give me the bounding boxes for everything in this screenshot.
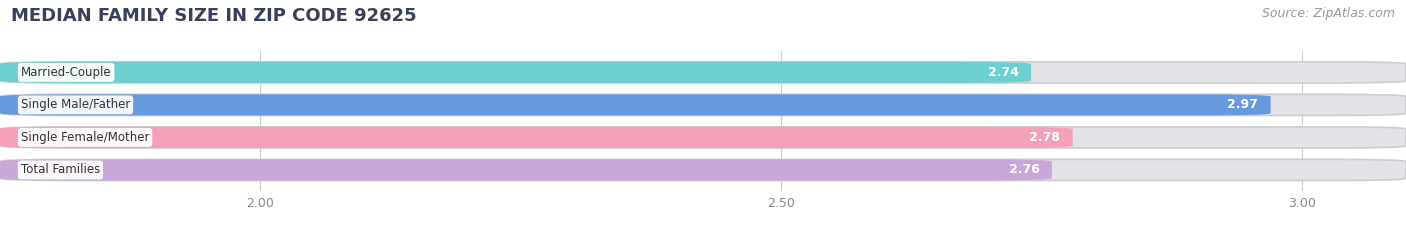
Text: 2.78: 2.78 [1029, 131, 1060, 144]
FancyBboxPatch shape [0, 94, 1406, 116]
Text: 2.76: 2.76 [1008, 163, 1039, 176]
Text: 2.74: 2.74 [987, 66, 1018, 79]
FancyBboxPatch shape [0, 62, 1406, 83]
Text: MEDIAN FAMILY SIZE IN ZIP CODE 92625: MEDIAN FAMILY SIZE IN ZIP CODE 92625 [11, 7, 416, 25]
Text: Source: ZipAtlas.com: Source: ZipAtlas.com [1261, 7, 1395, 20]
Text: 2.97: 2.97 [1227, 98, 1258, 111]
Text: Married-Couple: Married-Couple [21, 66, 111, 79]
FancyBboxPatch shape [0, 127, 1073, 148]
FancyBboxPatch shape [0, 159, 1052, 181]
Text: Single Female/Mother: Single Female/Mother [21, 131, 149, 144]
Text: Single Male/Father: Single Male/Father [21, 98, 131, 111]
FancyBboxPatch shape [0, 159, 1406, 181]
Text: Total Families: Total Families [21, 163, 100, 176]
FancyBboxPatch shape [0, 62, 1031, 83]
FancyBboxPatch shape [0, 127, 1406, 148]
FancyBboxPatch shape [0, 94, 1271, 116]
